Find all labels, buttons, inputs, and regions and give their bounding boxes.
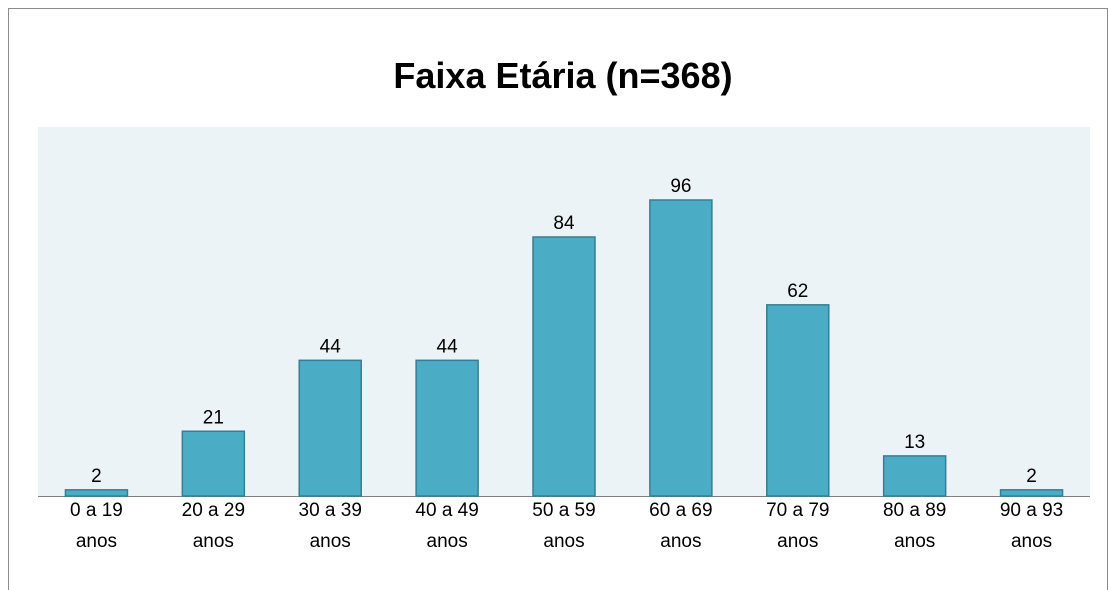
bar	[882, 455, 947, 497]
data-label: 62	[787, 281, 808, 302]
data-label: 2	[91, 466, 102, 487]
x-tick-label: 30 a 39 anos	[299, 500, 362, 552]
bar	[532, 236, 596, 497]
bar	[64, 489, 129, 497]
x-tick-label: 70 a 79 anos	[766, 500, 829, 552]
x-tick-label: 0 a 19 anos	[70, 500, 123, 552]
bar	[999, 489, 1064, 497]
x-tick-label: 50 a 59 anos	[532, 500, 595, 552]
data-label: 96	[670, 176, 691, 197]
data-label: 21	[203, 407, 224, 428]
x-tick-label: 80 a 89 anos	[883, 500, 946, 552]
bar	[766, 304, 830, 497]
bar	[649, 199, 713, 497]
data-label: 2	[1026, 466, 1037, 487]
x-tick-label: 60 a 69 anos	[649, 500, 712, 552]
bar	[298, 359, 362, 497]
data-label: 13	[904, 432, 925, 453]
x-tick-label: 20 a 29 anos	[182, 500, 245, 552]
chart-title: Faixa Etária (n=368)	[393, 55, 732, 96]
data-label: 84	[553, 213, 575, 234]
data-label: 44	[320, 336, 342, 357]
data-label: 44	[437, 336, 459, 357]
x-tick-label: 40 a 49 anos	[415, 500, 478, 552]
x-tick-label: 90 a 93 anos	[1000, 500, 1063, 552]
bar	[181, 430, 246, 497]
bar	[415, 359, 479, 497]
